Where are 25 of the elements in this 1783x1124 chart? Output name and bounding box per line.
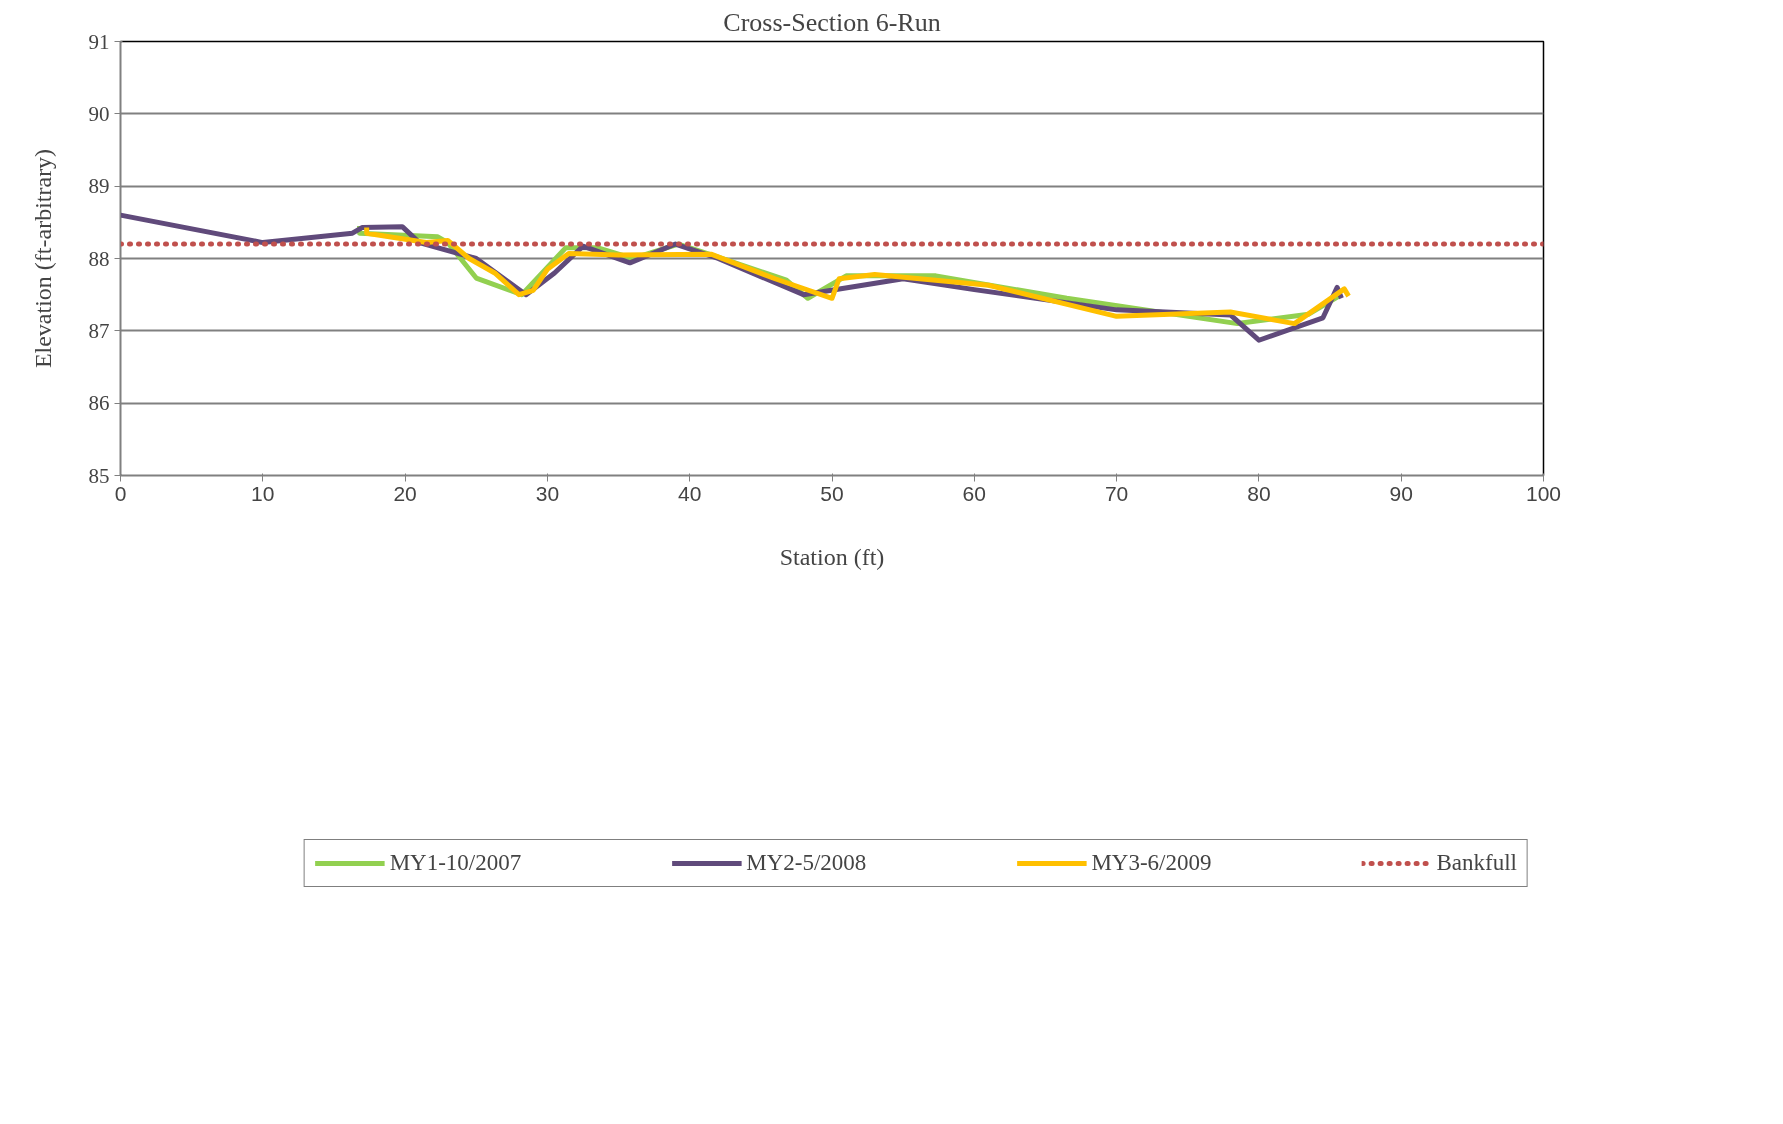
y-tick-label: 88 (88, 246, 110, 271)
y-tick-label: 90 (88, 101, 110, 126)
x-tick-label: 20 (393, 481, 417, 505)
chart-title: Cross-Section 6-Run (723, 7, 941, 37)
x-tick-label: 80 (1247, 481, 1271, 505)
x-axis-title: Station (ft) (779, 543, 885, 570)
y-tick-label: 86 (88, 391, 110, 416)
x-tick-label: 40 (678, 481, 702, 505)
legend-label: MY3-6/2009 (1091, 850, 1212, 876)
x-tick-label: 10 (251, 481, 275, 505)
legend-label: MY2-5/2008 (746, 850, 867, 876)
y-tick-label: 85 (88, 463, 110, 488)
y-tick-label: 87 (88, 318, 110, 343)
legend-label: MY1-10/2007 (389, 850, 522, 876)
x-tick-label: 100 (1525, 481, 1562, 505)
x-tick-label: 30 (535, 481, 560, 505)
x-tick-label: 0 (114, 481, 127, 505)
y-tick-label: 89 (88, 174, 110, 199)
x-tick-label: 70 (1104, 481, 1129, 505)
x-tick-label: 50 (820, 481, 844, 505)
legend-label: Bankfull (1436, 850, 1517, 876)
y-axis-title: Elevation (ft-arbitrary) (29, 148, 56, 369)
y-tick-label: 91 (88, 29, 110, 54)
x-tick-label: 60 (962, 481, 986, 505)
x-tick-label: 90 (1389, 481, 1413, 505)
